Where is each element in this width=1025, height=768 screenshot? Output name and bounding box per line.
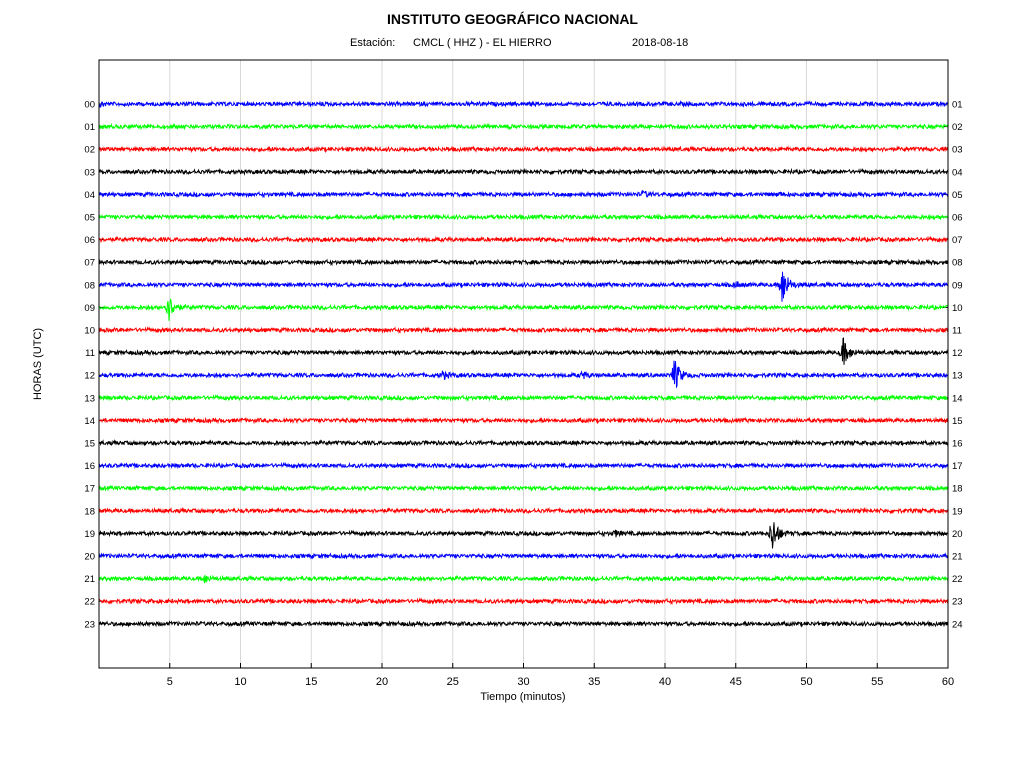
seismic-trace-10 bbox=[98, 326, 949, 334]
x-tick-label: 50 bbox=[800, 676, 812, 688]
hour-label-right: 18 bbox=[952, 484, 963, 495]
seismic-trace-18 bbox=[98, 506, 949, 515]
hour-label-right: 21 bbox=[952, 552, 963, 563]
seismic-trace-08 bbox=[98, 271, 949, 302]
x-tick-label: 5 bbox=[167, 676, 173, 688]
y-axis-label: HORAS (UTC) bbox=[32, 327, 44, 401]
hour-label-right: 11 bbox=[952, 326, 962, 337]
hour-label-left: 12 bbox=[84, 371, 95, 382]
hour-label-left: 22 bbox=[84, 597, 95, 608]
hour-label-left: 08 bbox=[84, 280, 95, 291]
hour-label-right: 09 bbox=[952, 280, 963, 291]
seismic-trace-22 bbox=[98, 597, 949, 606]
hour-label-right: 23 bbox=[952, 597, 963, 608]
hour-label-right: 01 bbox=[952, 100, 963, 111]
seismic-trace-16 bbox=[98, 461, 949, 470]
hour-label-left: 16 bbox=[84, 461, 95, 472]
x-tick-label: 60 bbox=[942, 676, 954, 688]
seismic-trace-02 bbox=[98, 145, 949, 154]
hour-label-right: 08 bbox=[952, 258, 963, 269]
x-tick-label: 15 bbox=[305, 676, 317, 688]
hour-label-right: 03 bbox=[952, 145, 963, 156]
seismic-trace-03 bbox=[98, 167, 949, 176]
hour-label-left: 19 bbox=[84, 529, 95, 540]
seismic-trace-13 bbox=[98, 393, 949, 402]
seismic-trace-21 bbox=[98, 574, 949, 584]
hour-label-right: 20 bbox=[952, 529, 963, 540]
hour-label-left: 10 bbox=[84, 326, 95, 337]
hour-label-left: 05 bbox=[84, 213, 95, 224]
x-tick-label: 40 bbox=[659, 676, 671, 688]
hour-label-left: 00 bbox=[84, 100, 95, 111]
hour-label-right: 04 bbox=[952, 167, 963, 178]
hour-label-right: 06 bbox=[952, 213, 963, 224]
seismic-trace-15 bbox=[98, 439, 949, 448]
hour-label-left: 20 bbox=[84, 552, 95, 563]
station-label: Estación: bbox=[350, 37, 396, 49]
hour-label-left: 04 bbox=[84, 190, 95, 201]
hour-label-right: 15 bbox=[952, 416, 963, 427]
hour-label-left: 01 bbox=[84, 122, 95, 133]
x-tick-label: 55 bbox=[871, 676, 883, 688]
hour-label-left: 18 bbox=[84, 506, 95, 517]
seismic-trace-00 bbox=[98, 99, 949, 108]
hour-label-right: 10 bbox=[952, 303, 963, 314]
hour-label-right: 05 bbox=[952, 190, 963, 201]
station-name: CMCL ( HHZ ) - EL HIERRO bbox=[413, 37, 552, 49]
hour-label-right: 02 bbox=[952, 122, 963, 133]
seismic-trace-09 bbox=[98, 298, 949, 321]
seismic-trace-23 bbox=[98, 620, 949, 628]
hour-label-left: 03 bbox=[84, 167, 95, 178]
hour-label-left: 07 bbox=[84, 258, 95, 269]
seismic-trace-14 bbox=[98, 416, 949, 425]
hour-label-right: 13 bbox=[952, 371, 963, 382]
trace-group bbox=[98, 99, 949, 628]
hour-label-left: 11 bbox=[85, 348, 95, 359]
seismic-trace-04 bbox=[98, 189, 949, 199]
seismic-trace-05 bbox=[98, 213, 949, 221]
seismic-trace-01 bbox=[98, 122, 949, 131]
x-tick-label: 25 bbox=[447, 676, 459, 688]
grid bbox=[99, 60, 949, 668]
hour-label-left: 13 bbox=[84, 393, 95, 404]
seismic-trace-12 bbox=[98, 360, 948, 389]
hour-label-right: 07 bbox=[952, 235, 963, 246]
seismic-trace-06 bbox=[98, 235, 949, 244]
record-date: 2018-08-18 bbox=[632, 37, 689, 49]
x-axis-label: Tiempo (minutos) bbox=[480, 691, 566, 703]
hour-label-right: 14 bbox=[952, 393, 963, 404]
hour-label-left: 09 bbox=[84, 303, 95, 314]
hour-label-left: 17 bbox=[84, 484, 95, 495]
hour-label-left: 21 bbox=[84, 574, 95, 585]
x-tick-label: 10 bbox=[234, 676, 246, 688]
plot-frame bbox=[98, 59, 949, 669]
seismic-trace-19 bbox=[98, 522, 949, 549]
x-tick-label: 30 bbox=[517, 676, 529, 688]
x-tick-label: 45 bbox=[730, 676, 742, 688]
hour-label-left: 23 bbox=[84, 619, 95, 630]
hour-label-right: 16 bbox=[952, 439, 963, 450]
hour-label-right: 24 bbox=[952, 619, 963, 630]
hour-label-left: 06 bbox=[84, 235, 95, 246]
hour-label-left: 02 bbox=[84, 145, 95, 156]
seismic-trace-17 bbox=[98, 484, 949, 493]
hour-label-right: 17 bbox=[952, 461, 963, 472]
x-tick-label: 35 bbox=[588, 676, 600, 688]
seismic-trace-11 bbox=[98, 337, 949, 365]
hour-label-right: 19 bbox=[952, 506, 963, 517]
hour-label-right: 12 bbox=[952, 348, 963, 359]
hour-label-right: 22 bbox=[952, 574, 963, 585]
x-tick-label: 20 bbox=[376, 676, 388, 688]
chart-title: INSTITUTO GEOGRÁFICO NACIONAL bbox=[387, 11, 638, 27]
seismic-trace-20 bbox=[98, 552, 949, 560]
hour-label-left: 15 bbox=[84, 439, 95, 450]
seismic-trace-07 bbox=[98, 258, 949, 267]
hour-label-left: 14 bbox=[84, 416, 95, 427]
axis-labels: 5 10 15 20 25 30 35 40 45 50 55 60 00 01 01 02 02 03 03 04 0… bbox=[84, 100, 962, 689]
